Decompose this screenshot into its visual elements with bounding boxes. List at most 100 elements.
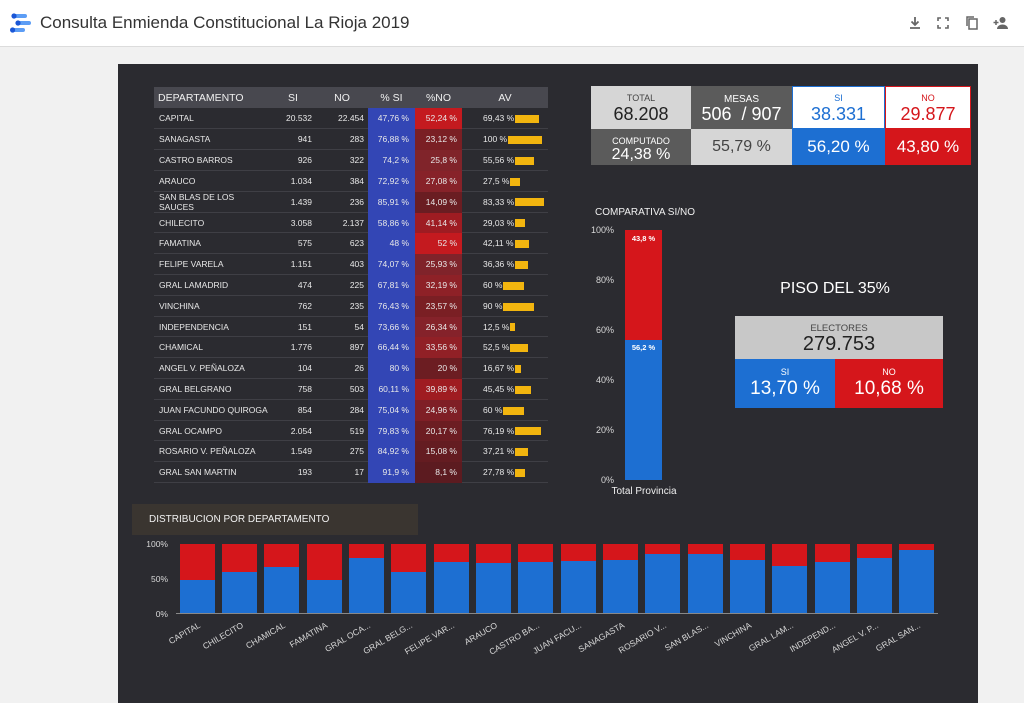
distribucion-bar-si-segment[interactable] xyxy=(560,561,596,613)
distribucion-bar[interactable] xyxy=(222,544,257,613)
distribucion-bar-si-segment[interactable] xyxy=(645,554,681,613)
distribucion-bar[interactable] xyxy=(349,544,384,613)
distribucion-bar-si-segment[interactable] xyxy=(772,566,808,613)
si-cell-text: 193 xyxy=(297,467,312,478)
distribucion-bar-si-segment[interactable] xyxy=(518,561,554,613)
distribucion-bar-si-segment[interactable] xyxy=(222,572,257,613)
distribucion-bar-si-segment[interactable] xyxy=(899,549,935,613)
pct-si-cell-text: 67,81 % xyxy=(377,279,409,290)
distribucion-bar[interactable] xyxy=(306,544,342,613)
table-row[interactable]: VINCHINA 762 235 76,43 % 23,57 % 90 % xyxy=(154,295,548,317)
comparativa-si-segment[interactable] xyxy=(625,339,662,480)
table-row[interactable]: CAPITAL 20.532 22.454 47,76 % 52,24 % 69,43 % xyxy=(154,108,548,130)
table-row[interactable]: FAMATINA 575 623 48 % 52 % 42,11 % xyxy=(154,232,548,255)
distribucion-bar[interactable] xyxy=(645,544,681,613)
distribucion-bar[interactable] xyxy=(857,544,892,613)
comparativa-no-segment[interactable] xyxy=(625,230,662,340)
fullscreen-icon[interactable] xyxy=(934,14,952,32)
table-row[interactable]: ROSARIO V. PEÑALOZA 1.549 275 84,92 % 15,08 … xyxy=(154,440,548,463)
table-row[interactable]: ANGEL V. PEÑALOZA 104 26 80 % 20 % 16,67 % xyxy=(154,357,548,380)
distribucion-bar-no-segment[interactable] xyxy=(730,544,765,561)
kpi-si-pct-value: 56,20 % xyxy=(807,137,870,156)
add-person-icon[interactable] xyxy=(992,14,1010,32)
distribucion-bar-no-segment[interactable] xyxy=(306,544,342,580)
distribucion-bar-si-segment[interactable] xyxy=(391,571,427,613)
distribucion-bar[interactable] xyxy=(179,544,215,613)
distribucion-bar-no-segment[interactable] xyxy=(645,544,681,555)
table-row[interactable]: GRAL SAN MARTIN 193 17 91,9 % 8,1 % 27,78 % xyxy=(154,461,548,484)
comparativa-y-tick: 40% xyxy=(595,375,614,385)
distribucion-bar[interactable] xyxy=(391,544,427,613)
distribucion-bar[interactable] xyxy=(560,544,596,613)
distribucion-bar-si-segment[interactable] xyxy=(476,562,511,613)
distribucion-bar-no-segment[interactable] xyxy=(857,544,892,558)
table-row[interactable]: JUAN FACUNDO QUIROGA 854 284 75,04 % 24,96 %… xyxy=(154,399,548,421)
distribucion-bar[interactable] xyxy=(814,544,850,613)
header-pct-no[interactable]: %NO xyxy=(415,87,462,108)
distribucion-bar[interactable] xyxy=(899,544,935,613)
copy-icon[interactable] xyxy=(963,14,981,32)
table-row[interactable]: INDEPENDENCIA 151 54 73,66 % 26,34 % 12,5 % xyxy=(154,316,548,338)
distribucion-bar[interactable] xyxy=(518,544,554,613)
no-cell: 384 xyxy=(316,170,368,192)
piso-no-label: NO xyxy=(882,367,896,377)
distribucion-bar-no-segment[interactable] xyxy=(433,544,469,562)
av-cell: 60 % xyxy=(462,399,548,421)
distribucion-bar-no-segment[interactable] xyxy=(687,544,723,554)
distribucion-bar-si-segment[interactable] xyxy=(857,557,892,613)
distribucion-bar[interactable] xyxy=(476,544,511,613)
distribucion-bar-si-segment[interactable] xyxy=(730,560,765,613)
distribucion-bar-no-segment[interactable] xyxy=(772,544,808,567)
table-row[interactable]: CASTRO BARROS 926 322 74,2 % 25,8 % 55,56 % xyxy=(154,149,548,171)
distribucion-bar-si-segment[interactable] xyxy=(349,557,384,613)
distribucion-bar-no-segment[interactable] xyxy=(222,544,257,573)
header-av[interactable]: AV xyxy=(462,87,548,108)
header-pct-si[interactable]: % SI xyxy=(368,87,415,108)
pct-no-cell: 39,89 % xyxy=(415,378,462,400)
header-si[interactable]: SI xyxy=(270,87,316,108)
pct-si-cell: 84,92 % xyxy=(368,440,415,463)
table-row[interactable]: CHILECITO 3.058 2.137 58,86 % 41,14 % 29,03 % xyxy=(154,212,548,234)
table-row[interactable]: SANAGASTA 941 283 76,88 % 23,12 % 100 % xyxy=(154,128,548,151)
header-no[interactable]: NO xyxy=(316,87,368,108)
table-row[interactable]: GRAL BELGRANO 758 503 60,11 % 39,89 % 45,45 % xyxy=(154,378,548,400)
comparativa-stacked-bar[interactable]: 43,8 % 56,2 % xyxy=(625,230,662,480)
departamento-cell: FELIPE VARELA xyxy=(154,253,270,276)
header-departamento[interactable]: DEPARTAMENTO xyxy=(154,87,270,108)
distribucion-bar[interactable] xyxy=(730,544,765,613)
distribucion-bar-si-segment[interactable] xyxy=(264,567,300,613)
distribucion-bar-si-segment[interactable] xyxy=(603,559,638,613)
pct-no-cell: 25,8 % xyxy=(415,149,462,171)
distribucion-bar-si-segment[interactable] xyxy=(687,553,723,613)
table-row[interactable]: CHAMICAL 1.776 897 66,44 % 33,56 % 52,5 % xyxy=(154,336,548,359)
distribucion-bar[interactable] xyxy=(264,544,300,613)
no-cell: 17 xyxy=(316,461,368,484)
distribucion-bar-no-segment[interactable] xyxy=(349,544,384,558)
table-row[interactable]: ARAUCO 1.034 384 72,92 % 27,08 % 27,5 % xyxy=(154,170,548,192)
table-row[interactable]: FELIPE VARELA 1.151 403 74,07 % 25,93 % 36,36… xyxy=(154,253,548,276)
comparativa-x-label: Total Provincia xyxy=(611,486,677,497)
table-row[interactable]: SAN BLAS DE LOS SAUCES 1.439 236 85,91 % 14,… xyxy=(154,191,548,213)
distribucion-bar-si-segment[interactable] xyxy=(433,561,469,613)
distribucion-bar[interactable] xyxy=(772,544,808,613)
distribucion-bar-no-segment[interactable] xyxy=(560,544,596,562)
distribucion-bar-no-segment[interactable] xyxy=(518,544,554,562)
table-row[interactable]: GRAL LAMADRID 474 225 67,81 % 32,19 % 60 % xyxy=(154,274,548,296)
distribucion-bar-no-segment[interactable] xyxy=(264,544,300,568)
distribucion-bar-si-segment[interactable] xyxy=(814,562,850,613)
distribucion-bar[interactable] xyxy=(603,544,638,613)
distribucion-bar-no-segment[interactable] xyxy=(476,544,511,563)
distribucion-bar-no-segment[interactable] xyxy=(814,544,850,563)
distribucion-bar-no-segment[interactable] xyxy=(391,544,427,572)
distribucion-bar-no-segment[interactable] xyxy=(899,544,935,550)
distribucion-x-label: JUAN FACU... xyxy=(531,620,584,656)
distribucion-bar[interactable] xyxy=(433,544,469,613)
table-row[interactable]: GRAL OCAMPO 2.054 519 79,83 % 20,17 % 76,19 % xyxy=(154,420,548,442)
distribucion-bar-si-segment[interactable] xyxy=(306,579,342,613)
distribucion-bar[interactable] xyxy=(687,544,723,613)
distribucion-bar-no-segment[interactable] xyxy=(179,544,215,581)
distribucion-bar-no-segment[interactable] xyxy=(603,544,638,560)
download-icon[interactable] xyxy=(906,14,924,32)
distribucion-bar-si-segment[interactable] xyxy=(179,580,215,613)
pct-no-cell: 8,1 % xyxy=(415,461,462,484)
